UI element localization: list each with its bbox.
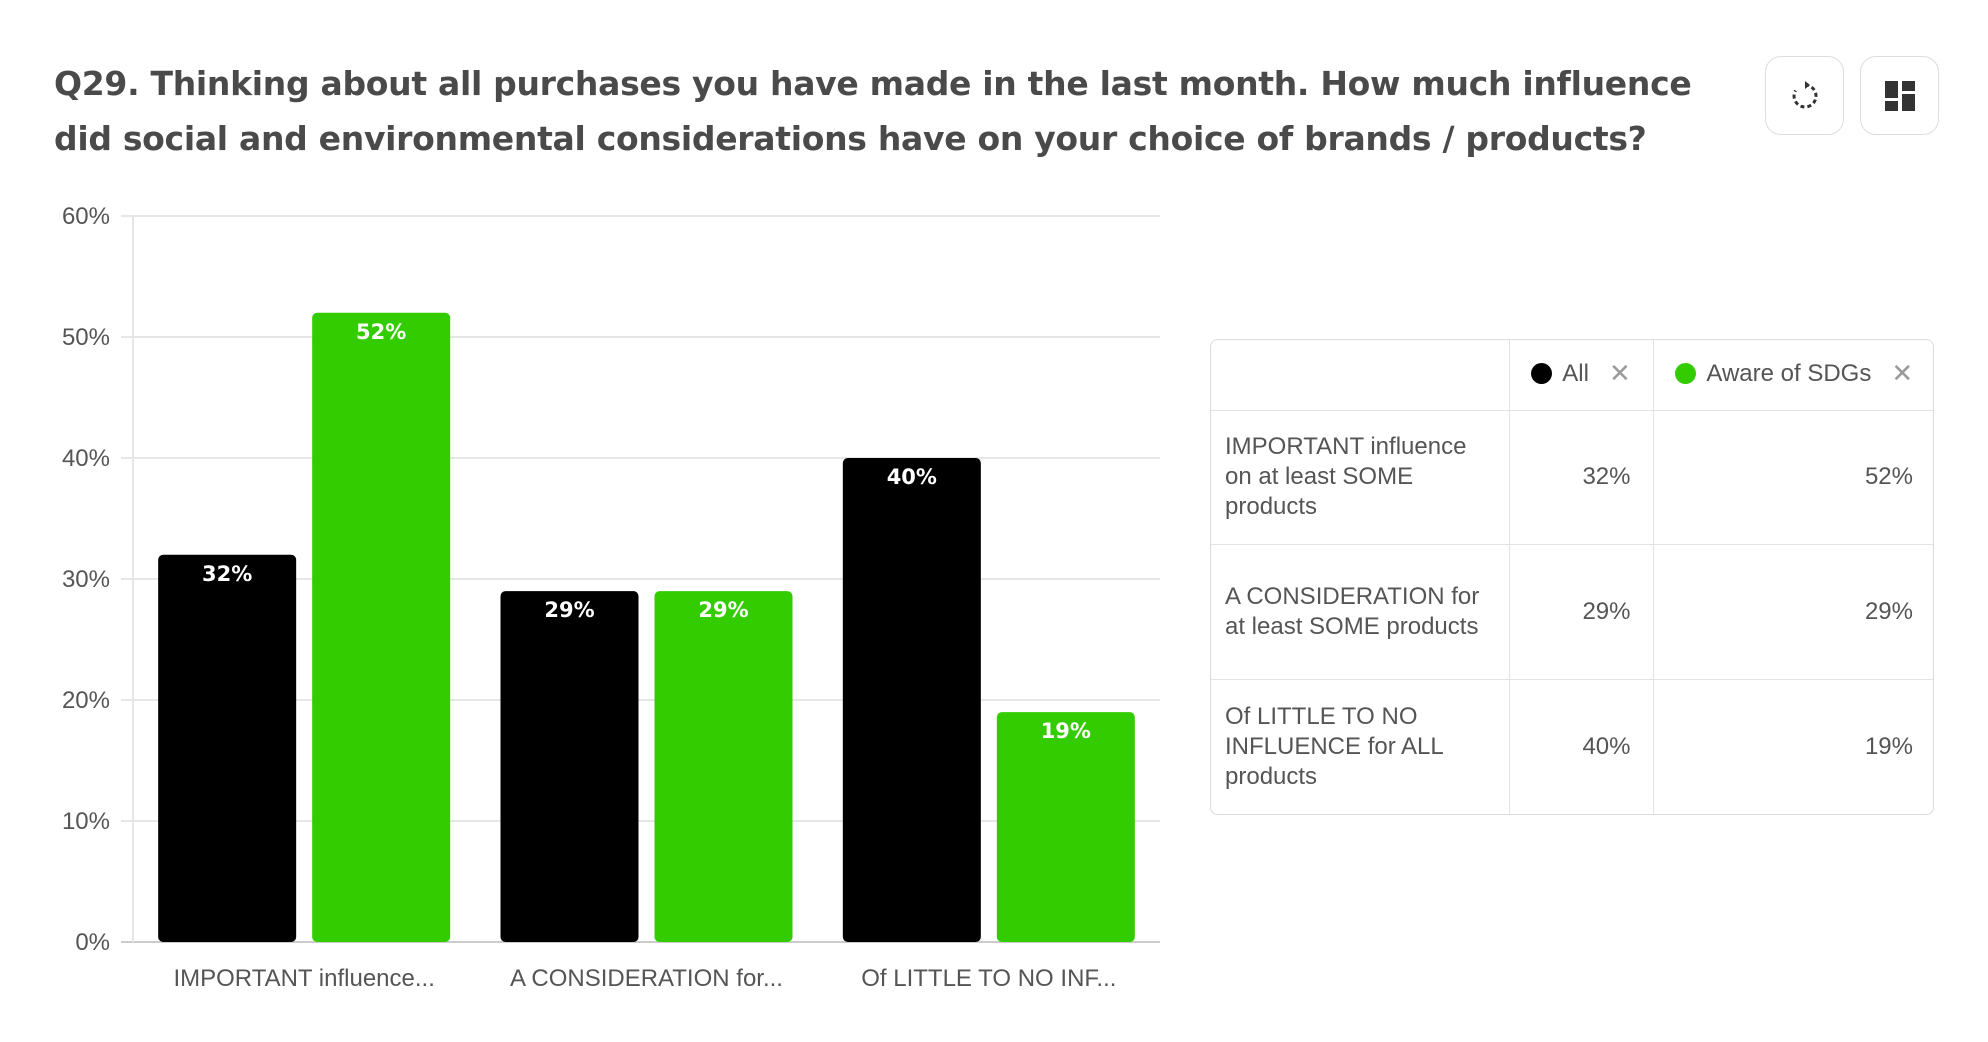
bar-aware — [654, 591, 793, 942]
y-tick-label: 20% — [62, 687, 110, 714]
row-label: A CONSIDERATION for at least SOME produc… — [1211, 544, 1510, 680]
column-header-aware: Aware of SDGs ✕ — [1652, 340, 1933, 411]
cell-value: 29% — [1652, 544, 1933, 680]
table-corner-cell — [1211, 340, 1510, 411]
cell-value: 19% — [1652, 678, 1933, 814]
cell-value: 40% — [1508, 678, 1654, 814]
remove-series-aware-icon[interactable]: ✕ — [1891, 358, 1914, 389]
bar-value-label: 29% — [698, 598, 748, 622]
bar-value-label: 19% — [1041, 719, 1091, 743]
row-label: IMPORTANT influence on at least SOME pro… — [1211, 409, 1510, 546]
y-tick-label: 40% — [62, 445, 110, 472]
cell-value: 32% — [1508, 409, 1654, 546]
series-all-swatch — [1531, 363, 1553, 385]
cell-value: 29% — [1508, 544, 1654, 680]
table-header-row: All ✕ Aware of SDGs ✕ — [1211, 340, 1933, 411]
dashboard-layout-icon — [1884, 80, 1915, 111]
y-tick-label: 50% — [62, 324, 110, 351]
cell-value: 52% — [1652, 409, 1933, 546]
layout-button[interactable] — [1860, 56, 1939, 135]
bar-value-label: 29% — [544, 598, 594, 622]
bar-value-label: 32% — [202, 562, 252, 586]
data-table: All ✕ Aware of SDGs ✕ IMPORTANT influenc… — [1210, 339, 1934, 815]
bar-aware — [312, 312, 451, 942]
bar-value-label: 52% — [356, 320, 406, 344]
table-row: Of LITTLE TO NO INFLUENCE for ALL produc… — [1211, 678, 1933, 814]
bar-all — [158, 554, 297, 942]
column-header-all: All ✕ — [1508, 340, 1654, 411]
y-tick-label: 60% — [62, 203, 110, 230]
bar-aware — [996, 712, 1135, 942]
bar-all — [842, 458, 981, 942]
x-category-label: IMPORTANT influence... — [173, 965, 434, 992]
refresh-icon — [1792, 80, 1817, 108]
y-tick-label: 0% — [75, 929, 110, 956]
bar-all — [500, 591, 639, 942]
series-aware-swatch — [1675, 363, 1697, 385]
column-header-label: Aware of SDGs — [1706, 359, 1872, 387]
chart-question-title: Q29. Thinking about all purchases you ha… — [54, 64, 1692, 158]
y-tick-label: 30% — [62, 566, 110, 593]
x-category-label: A CONSIDERATION for... — [510, 965, 783, 992]
bar-value-label: 40% — [887, 465, 937, 489]
column-header-label: All — [1562, 359, 1589, 387]
x-category-label: Of LITTLE TO NO INF... — [861, 965, 1116, 992]
table-row: IMPORTANT influence on at least SOME pro… — [1211, 409, 1933, 546]
y-tick-label: 10% — [62, 808, 110, 835]
remove-series-all-icon[interactable]: ✕ — [1608, 358, 1631, 389]
table-row: A CONSIDERATION for at least SOME produc… — [1211, 544, 1933, 680]
row-label: Of LITTLE TO NO INFLUENCE for ALL produc… — [1211, 678, 1510, 814]
refresh-button[interactable] — [1765, 56, 1844, 135]
